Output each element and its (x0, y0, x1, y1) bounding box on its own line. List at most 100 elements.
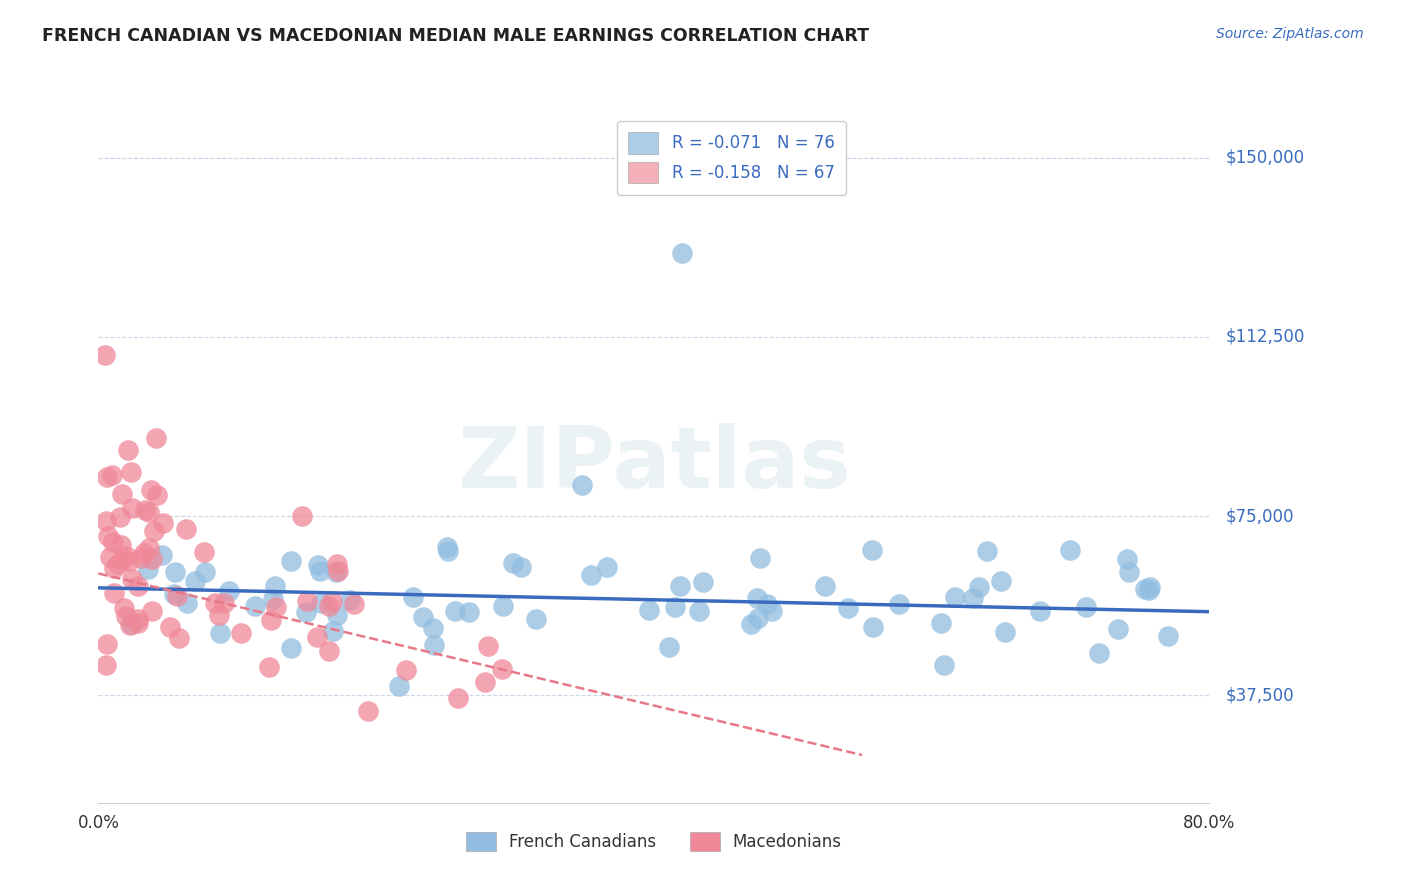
Point (1137, 583, 1160, 598)
Point (596, 560, 619, 574)
Point (929, 616, 952, 631)
Point (309, 596, 332, 610)
Point (280, 640, 302, 655)
Point (422, 621, 444, 635)
Point (194, 565, 217, 579)
Text: $37,500: $37,500 (1226, 686, 1295, 705)
Point (423, 638, 446, 652)
Point (159, 620, 181, 634)
Point (121, 617, 143, 632)
Point (524, 612, 547, 626)
Point (502, 556, 524, 570)
Point (141, 604, 163, 618)
Point (94, 514, 117, 528)
Point (993, 625, 1015, 640)
Point (444, 604, 467, 618)
Point (134, 502, 156, 516)
Point (943, 590, 966, 604)
Point (152, 548, 174, 562)
Point (212, 596, 235, 610)
Point (436, 541, 458, 555)
Point (491, 662, 513, 676)
Point (117, 443, 139, 458)
Point (207, 608, 229, 623)
Text: $75,000: $75,000 (1226, 508, 1295, 525)
Point (103, 561, 125, 575)
Text: $150,000: $150,000 (1226, 149, 1305, 167)
Point (193, 545, 215, 559)
Point (1088, 646, 1111, 660)
Point (447, 690, 470, 705)
Point (264, 599, 287, 614)
Point (176, 596, 198, 610)
Point (127, 612, 149, 626)
Point (111, 487, 134, 501)
Point (436, 544, 458, 558)
Point (184, 574, 207, 588)
Point (208, 626, 231, 640)
Point (745, 591, 768, 605)
Point (120, 465, 142, 479)
Point (264, 579, 287, 593)
Point (167, 631, 190, 645)
Point (96, 658, 118, 673)
Point (860, 543, 883, 558)
Point (326, 608, 349, 623)
Point (97, 529, 120, 543)
Point (138, 505, 160, 519)
Point (967, 580, 990, 594)
Point (257, 659, 280, 673)
Point (747, 611, 769, 625)
Point (141, 483, 163, 497)
Point (127, 579, 149, 593)
Point (1059, 543, 1081, 558)
Point (280, 553, 302, 567)
Point (1116, 551, 1139, 566)
Point (243, 599, 266, 613)
Point (477, 639, 499, 653)
Point (669, 579, 692, 593)
Point (1074, 600, 1097, 615)
Point (474, 675, 496, 690)
Point (318, 599, 340, 614)
Text: $112,500: $112,500 (1226, 328, 1305, 346)
Point (96, 470, 118, 484)
Legend: French Canadians, Macedonians: French Canadians, Macedonians (460, 825, 848, 858)
Point (96, 637, 118, 651)
Point (166, 589, 188, 603)
Point (111, 553, 134, 567)
Point (127, 615, 149, 630)
Point (174, 522, 197, 536)
Point (664, 600, 686, 615)
Point (740, 616, 762, 631)
Point (136, 562, 159, 576)
Point (814, 579, 837, 593)
Point (339, 593, 361, 607)
Point (295, 594, 318, 608)
Point (121, 572, 143, 586)
Point (322, 624, 344, 638)
Point (305, 630, 328, 644)
Point (101, 535, 124, 549)
Point (152, 516, 174, 530)
Point (571, 477, 593, 491)
Point (579, 567, 602, 582)
Point (1118, 565, 1140, 579)
Point (688, 604, 710, 618)
Point (1107, 622, 1129, 636)
Point (325, 565, 347, 579)
Point (295, 605, 318, 619)
Point (749, 550, 772, 565)
Point (115, 608, 138, 623)
Point (121, 501, 143, 516)
Point (671, 246, 693, 260)
Point (103, 585, 125, 599)
Point (118, 554, 141, 568)
Point (143, 524, 166, 539)
Point (637, 602, 659, 616)
Point (356, 704, 378, 718)
Point (887, 597, 910, 611)
Point (990, 574, 1012, 589)
Point (146, 488, 169, 502)
Point (163, 587, 186, 601)
